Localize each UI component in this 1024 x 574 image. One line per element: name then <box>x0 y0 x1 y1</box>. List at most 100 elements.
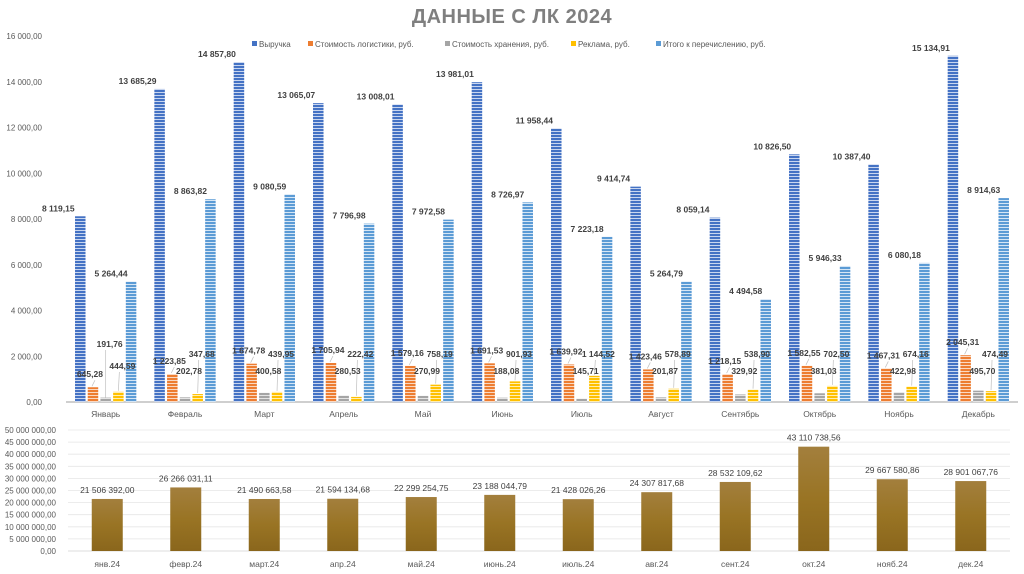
data-label: 29 667 580,86 <box>865 465 920 475</box>
bar-payout <box>681 281 692 402</box>
x-category-label: Июнь <box>492 409 514 419</box>
data-label: 5 946,33 <box>809 253 842 263</box>
bar-ads <box>113 391 124 402</box>
data-label: 495,70 <box>969 366 995 376</box>
bar-storage <box>259 392 270 402</box>
bar-ads <box>668 388 679 402</box>
bar-payout <box>601 236 613 402</box>
legend-swatch <box>252 41 257 46</box>
label-leader-line <box>488 356 492 363</box>
bar-storage <box>814 393 825 402</box>
bar-logistics <box>167 374 178 402</box>
bar-revenue <box>551 128 562 402</box>
label-leader-line <box>726 366 730 374</box>
label-leader-line <box>356 359 358 396</box>
data-label: 13 065,07 <box>277 90 315 100</box>
x-category-label: апр.24 <box>330 559 356 569</box>
bar-storage <box>576 398 587 402</box>
data-label: 11 958,44 <box>516 115 554 125</box>
data-label: 329,92 <box>731 366 757 376</box>
bar-total-payout <box>955 481 987 551</box>
y-tick-label: 4 000,00 <box>11 307 43 316</box>
data-label: 702,50 <box>823 349 849 359</box>
bar-total-payout <box>798 446 830 551</box>
data-label: 21 428 026,26 <box>551 485 606 495</box>
data-label: 8 914,63 <box>967 185 1000 195</box>
data-label: 191,76 <box>97 339 123 349</box>
bar-ads <box>906 386 917 402</box>
data-label: 381,03 <box>811 366 837 376</box>
bar-storage <box>100 397 111 402</box>
label-leader-line <box>435 359 438 384</box>
bar-storage <box>655 397 667 402</box>
bar-revenue <box>709 217 721 402</box>
data-label: 10 387,40 <box>833 151 871 161</box>
bar-payout <box>919 262 930 402</box>
data-label: 21 594 134,68 <box>316 485 371 495</box>
data-label: 645,28 <box>77 369 103 379</box>
y-tick-label: 0,00 <box>40 547 56 556</box>
data-label: 13 008,01 <box>357 91 395 101</box>
label-leader-line <box>832 359 834 385</box>
chart-title: ДАННЫЕ С ЛК 2024 <box>411 6 613 28</box>
bar-total-payout <box>170 487 202 551</box>
legend-label: Выручка <box>259 40 291 49</box>
data-label: 8 863,82 <box>174 186 207 196</box>
x-category-label: Август <box>648 409 674 419</box>
x-category-label: Ноябрь <box>884 409 914 419</box>
data-label: 222,42 <box>347 349 373 359</box>
bar-payout <box>443 219 454 402</box>
data-label: 901,93 <box>506 349 532 359</box>
data-label: 9 080,59 <box>253 181 286 191</box>
bar-storage <box>417 395 429 402</box>
legend-label: Стоимость хранения, руб. <box>452 40 549 49</box>
bar-revenue <box>392 104 403 402</box>
legend-label: Стоимость логистики, руб. <box>315 40 414 49</box>
data-label: 400,58 <box>255 366 281 376</box>
bar-storage <box>893 392 905 402</box>
data-label: 26 266 031,11 <box>159 473 213 483</box>
data-label: 188,08 <box>493 366 519 376</box>
data-label: 23 188 044,79 <box>473 481 528 491</box>
data-label: 8 059,14 <box>676 205 709 215</box>
bar-revenue <box>789 154 800 402</box>
legend-label: Итого к перечислению, руб. <box>663 40 766 49</box>
bar-payout <box>839 265 851 402</box>
label-leader-line <box>329 355 334 363</box>
x-category-label: Сентябрь <box>721 409 760 419</box>
y-tick-label: 5 000 000,00 <box>9 535 56 544</box>
data-label: 1 218,15 <box>708 356 741 366</box>
y-tick-label: 50 000 000,00 <box>5 426 57 435</box>
x-category-label: Январь <box>91 409 121 419</box>
x-category-label: Апрель <box>329 409 358 419</box>
bar-revenue <box>75 216 86 402</box>
x-category-label: май.24 <box>408 559 435 569</box>
y-tick-label: 35 000 000,00 <box>5 462 57 471</box>
data-label: 15 134,91 <box>912 43 950 53</box>
y-tick-label: 2 000,00 <box>11 352 43 361</box>
bar-ads <box>985 391 997 402</box>
bar-revenue <box>947 55 959 402</box>
bar-logistics <box>325 362 337 402</box>
data-label: 9 414,74 <box>597 174 630 184</box>
data-label: 7 972,58 <box>412 207 445 217</box>
data-label: 280,53 <box>335 366 361 376</box>
legend-label: Реклама, руб. <box>578 40 630 49</box>
data-label: 5 264,44 <box>95 269 128 279</box>
x-category-label: Июль <box>571 409 593 419</box>
bar-ads <box>509 381 521 402</box>
label-leader-line <box>170 366 175 374</box>
y-tick-label: 16 000,00 <box>6 32 42 41</box>
bar-ads <box>271 391 283 402</box>
y-tick-label: 30 000 000,00 <box>5 474 57 483</box>
bar-logistics <box>881 368 892 402</box>
y-tick-label: 10 000 000,00 <box>5 523 57 532</box>
y-tick-label: 25 000 000,00 <box>5 487 57 496</box>
x-category-label: дек.24 <box>958 559 983 569</box>
label-leader-line <box>646 362 651 369</box>
label-leader-line <box>408 358 413 366</box>
bar-total-payout <box>719 481 751 551</box>
data-label: 28 532 109,62 <box>708 468 763 478</box>
legend-swatch <box>571 41 576 46</box>
bar-payout <box>205 199 216 402</box>
